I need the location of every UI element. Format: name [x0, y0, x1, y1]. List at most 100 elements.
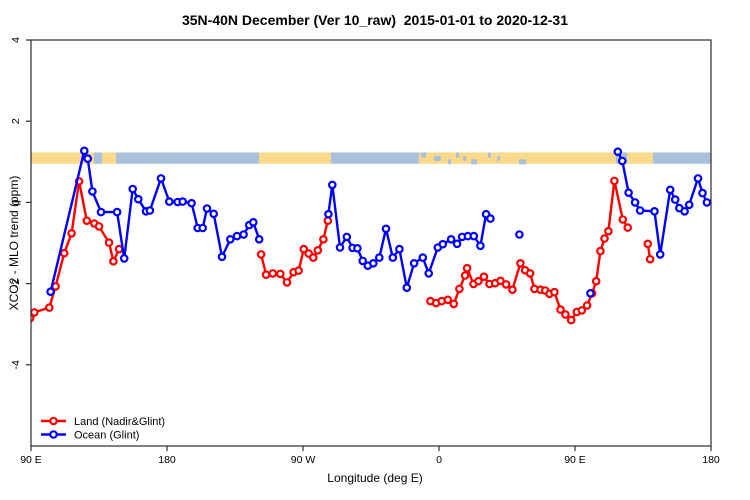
series-ocean-point — [418, 253, 428, 262]
series-ocean — [46, 146, 711, 298]
series-land-point — [313, 246, 323, 255]
series-ocean-point — [446, 235, 456, 244]
y-tick-label: 0 — [10, 199, 22, 205]
band-segment-ocean — [94, 152, 103, 164]
series-ocean-point — [409, 258, 419, 268]
series-ocean-point — [239, 230, 248, 239]
series-ocean-point — [469, 231, 479, 241]
series-land-point — [610, 176, 619, 186]
band-ocean-fleck — [434, 155, 441, 161]
series-land-point — [577, 306, 587, 315]
series-land — [31, 176, 655, 325]
series-ocean-point — [187, 198, 196, 208]
series-land-point — [643, 239, 653, 249]
series-ocean-point — [198, 223, 208, 233]
series-land-point — [443, 295, 453, 305]
band-ocean-fleck — [487, 152, 491, 158]
series-land-point — [604, 226, 613, 236]
legend-label: Ocean (Glint) — [74, 429, 139, 441]
series-land-point — [525, 269, 535, 278]
series-land-point — [566, 315, 576, 325]
series-ocean-point — [335, 243, 345, 252]
series-land-point — [556, 305, 565, 314]
series-land-point — [323, 216, 333, 226]
series-land-point — [94, 222, 104, 231]
series-ocean-point — [226, 235, 235, 244]
series-ocean-point — [395, 244, 404, 254]
series-land-point — [44, 303, 54, 312]
land-ocean-band — [31, 152, 711, 165]
series-land-point — [561, 310, 570, 319]
series-ocean-line — [49, 149, 261, 292]
series-land-point — [496, 276, 505, 286]
series-land-point — [596, 246, 605, 256]
y-tick-label: -4 — [10, 360, 22, 369]
series-ocean-point — [119, 254, 129, 263]
x-tick-label: 90 W — [291, 454, 316, 466]
series-ocean-point — [353, 244, 362, 253]
y-tick-label: 2 — [10, 118, 22, 124]
series-ocean-point — [424, 269, 434, 278]
plot-border — [30, 39, 712, 447]
series-ocean-point — [46, 287, 55, 297]
series-ocean-point — [381, 224, 391, 234]
series-land-point — [591, 276, 601, 286]
series-ocean-point — [165, 197, 174, 206]
band-segment-land — [259, 152, 331, 164]
series-ocean-point — [693, 174, 703, 183]
series-land-point — [449, 299, 459, 309]
series-ocean-point — [327, 180, 337, 190]
series-land-point — [261, 270, 271, 280]
series-ocean-point — [374, 253, 384, 262]
series-ocean-point — [702, 198, 711, 207]
series-land-point — [623, 223, 633, 232]
series-ocean-point — [156, 174, 166, 183]
chart-title: 35N-40N December (Ver 10_raw) 2015-01-01… — [181, 12, 568, 28]
band-ocean-fleck — [448, 159, 452, 165]
series-land-point — [501, 280, 511, 289]
series-ocean-point — [515, 230, 524, 239]
series-ocean-point — [680, 207, 689, 216]
series-ocean-point — [83, 154, 93, 163]
series-ocean-point — [254, 235, 264, 244]
series-land-point — [600, 234, 609, 243]
band-ocean-fleck — [420, 152, 427, 158]
series-land-point — [319, 235, 328, 244]
x-tick-label: 180 — [158, 454, 176, 466]
series-land-point — [516, 258, 525, 268]
y-tick-label: -2 — [10, 279, 22, 288]
series-ocean-point — [698, 188, 707, 198]
series-ocean-point — [96, 207, 106, 217]
band-ocean-fleck — [519, 159, 527, 165]
series-ocean-point — [128, 184, 138, 194]
series-ocean-point — [613, 147, 623, 157]
legend-label: Land (Nadir&Glint) — [74, 416, 165, 428]
series-ocean-point — [80, 146, 89, 156]
series-ocean-point — [624, 188, 633, 198]
series-land-point — [268, 269, 278, 278]
series-land-point — [104, 238, 114, 247]
series-ocean-point — [476, 241, 485, 251]
series-land-point — [308, 253, 318, 262]
band-segment-ocean — [652, 152, 711, 164]
series-land-point — [460, 271, 470, 280]
legend-point-sample — [49, 416, 58, 426]
series-land-point — [282, 278, 292, 287]
series-ocean-point — [202, 204, 212, 213]
x-tick-label: 0 — [436, 454, 442, 466]
series-ocean-point — [402, 283, 412, 293]
series-land-point — [462, 263, 472, 273]
series-ocean-point — [635, 206, 645, 215]
series-ocean-point — [249, 218, 258, 227]
x-tick-label: 90 E — [20, 454, 42, 466]
series-land-point — [618, 215, 628, 224]
band-segment-land — [31, 152, 95, 164]
series-ocean-point — [650, 207, 659, 216]
series-land-point — [82, 216, 92, 226]
band-segment-land — [626, 152, 653, 164]
series-ocean-point — [388, 253, 398, 262]
series-land-point — [59, 248, 69, 258]
series-land-point — [67, 229, 76, 238]
